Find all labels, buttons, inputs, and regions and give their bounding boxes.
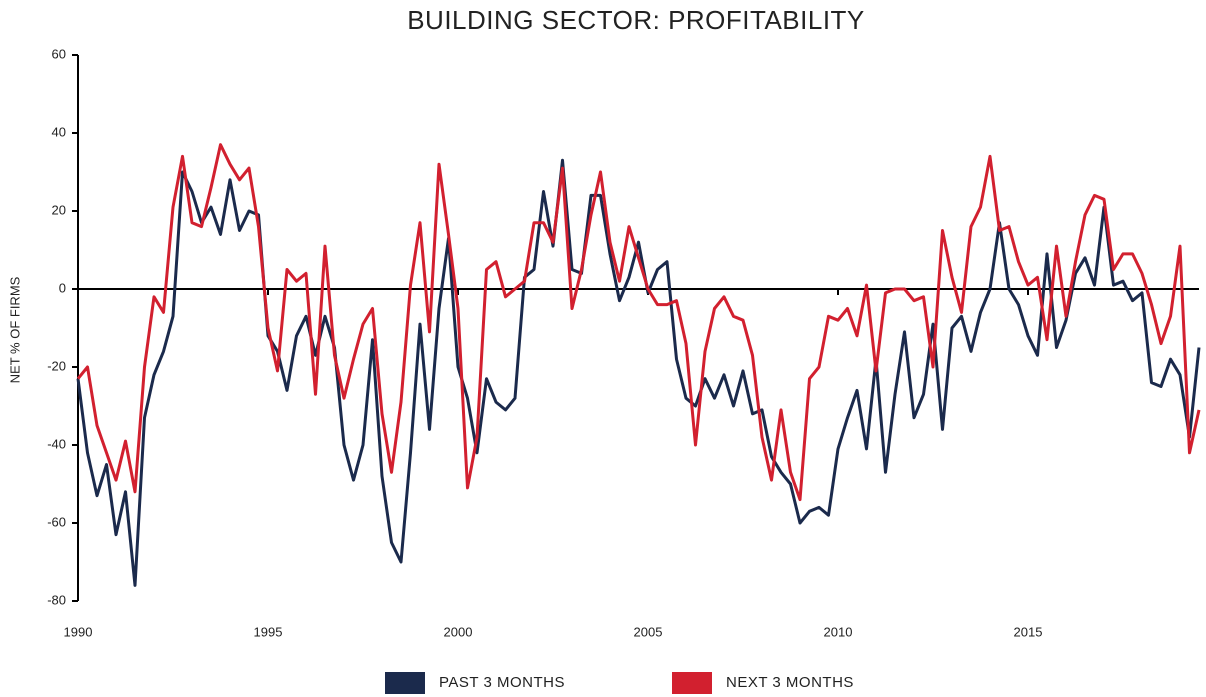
y-tick-label: -60 xyxy=(47,514,66,529)
x-tick-label: 2010 xyxy=(824,624,853,639)
series-line xyxy=(76,143,1201,502)
y-axis-label: NET % OF FIRMS xyxy=(7,276,22,383)
x-tick-label: 2000 xyxy=(444,624,473,639)
x-tick-label: 2015 xyxy=(1014,624,1043,639)
y-tick-label: 40 xyxy=(52,124,66,139)
legend-label: PAST 3 MONTHS xyxy=(439,674,565,691)
x-tick-label: 1990 xyxy=(64,624,93,639)
series-line xyxy=(76,158,1201,587)
y-tick-label: 20 xyxy=(52,202,66,217)
legend-swatch xyxy=(672,672,712,694)
legend-swatch xyxy=(385,672,425,694)
chart-title: BUILDING SECTOR: PROFITABILITY xyxy=(407,5,865,35)
legend-label: NEXT 3 MONTHS xyxy=(726,674,854,691)
x-tick-label: 1995 xyxy=(254,624,283,639)
y-tick-label: 60 xyxy=(52,46,66,61)
y-tick-label: -80 xyxy=(47,592,66,607)
y-tick-label: -40 xyxy=(47,436,66,451)
x-tick-label: 2005 xyxy=(634,624,663,639)
y-tick-label: 0 xyxy=(59,280,66,295)
y-tick-label: -20 xyxy=(47,358,66,373)
